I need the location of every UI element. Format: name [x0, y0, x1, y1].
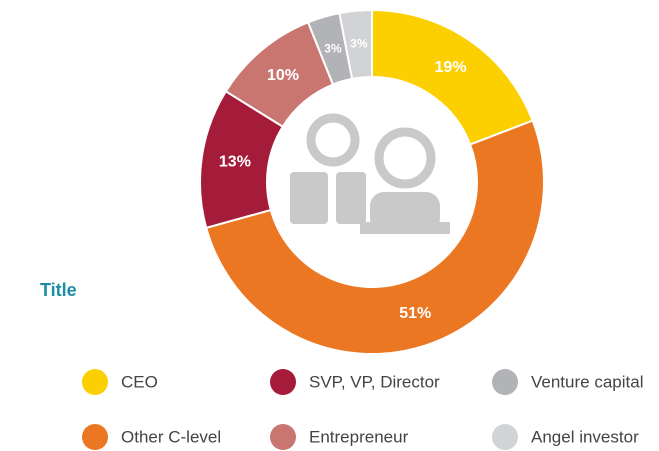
legend-label: CEO: [121, 372, 158, 391]
slice-label: 10%: [267, 67, 299, 84]
slice-label: 3%: [350, 36, 368, 50]
legend-swatch: [82, 369, 108, 395]
chart-title: Title: [40, 280, 77, 300]
center-icon: [290, 113, 450, 234]
legend-swatch: [492, 369, 518, 395]
legend-label: Other C-level: [121, 427, 221, 446]
legend-swatch: [82, 424, 108, 450]
legend-swatch: [270, 369, 296, 395]
slice-label: 19%: [435, 59, 467, 76]
legend-label: Venture capital: [531, 372, 643, 391]
slice: [371, 8, 534, 146]
slice: [338, 8, 373, 81]
slice: [204, 119, 545, 355]
slice-label: 3%: [324, 41, 342, 55]
slice-label: 13%: [219, 154, 251, 171]
slice-label: 51%: [399, 305, 431, 322]
legend-label: SVP, VP, Director: [309, 372, 440, 391]
legend-swatch: [492, 424, 518, 450]
legend-label: Entrepreneur: [309, 427, 409, 446]
legend-label: Angel investor: [531, 427, 639, 446]
legend-swatch: [270, 424, 296, 450]
